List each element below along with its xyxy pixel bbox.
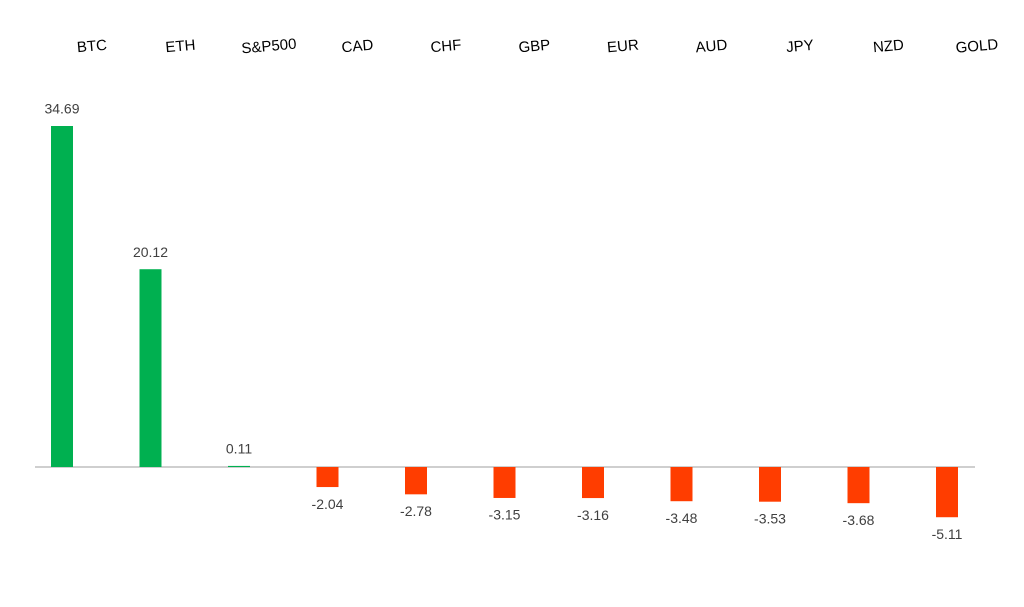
bar (493, 467, 516, 498)
x-tick-label: CAD (341, 37, 374, 57)
value-label: 20.12 (133, 244, 168, 260)
bar (582, 467, 604, 499)
x-tick-label: JPY (786, 37, 815, 56)
value-label: -2.78 (400, 503, 432, 519)
value-label: -3.53 (754, 510, 786, 526)
value-label: -3.48 (666, 510, 698, 526)
value-label: 0.11 (226, 441, 252, 457)
x-tick-label: S&P500 (241, 36, 297, 58)
bar (670, 467, 693, 502)
x-tick-label: ETH (165, 37, 196, 57)
bar (316, 467, 339, 488)
x-tick-label: GOLD (955, 36, 999, 57)
x-tick-label: EUR (606, 37, 639, 57)
bar (228, 465, 250, 467)
bar (139, 269, 162, 467)
value-label: -2.04 (312, 496, 344, 512)
x-tick-label: CHF (430, 37, 462, 57)
bar (847, 467, 870, 504)
x-tick-label: NZD (872, 37, 904, 57)
x-tick-label: AUD (695, 37, 728, 57)
bar (51, 126, 73, 467)
value-label: -3.16 (577, 507, 609, 523)
bar (936, 467, 958, 518)
bar (405, 467, 427, 495)
x-tick-label: GBP (518, 37, 551, 57)
value-label: -3.68 (843, 512, 875, 528)
x-tick-label: BTC (76, 37, 108, 57)
bar (759, 467, 781, 502)
value-label: -3.15 (489, 507, 521, 523)
value-label: 34.69 (44, 101, 79, 117)
value-label: -5.11 (932, 526, 963, 542)
